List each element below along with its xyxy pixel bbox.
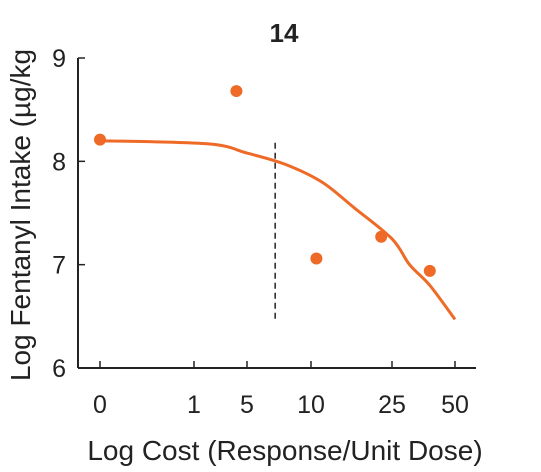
data-point [94,133,106,146]
y-tick-label: 7 [52,252,66,280]
data-point [375,230,388,243]
data-point [230,85,243,98]
x-tick-label: 0 [93,391,107,419]
x-tick-label: 5 [240,391,254,419]
x-ticks: 0 1 5 10 25 50 [93,361,469,419]
x-tick-label: 10 [297,391,325,419]
axes [77,58,476,369]
y-tick-label: 6 [52,355,66,383]
y-ticks: 6 7 8 9 [52,45,85,383]
y-axis-label: Log Fentanyl Intake (µg/kg [5,49,36,381]
y-tick-label: 9 [52,45,66,73]
chart-title: 14 [270,18,299,48]
fit-curve [99,139,457,321]
x-tick-label: 25 [378,391,406,419]
y-tick-label: 8 [52,148,66,176]
data-point [310,252,323,265]
data-points [94,85,436,277]
x-tick-label: 50 [441,391,469,419]
x-axis-label: Log Cost (Response/Unit Dose) [87,435,482,466]
data-point [423,264,436,277]
x-tick-label: 1 [187,391,201,419]
